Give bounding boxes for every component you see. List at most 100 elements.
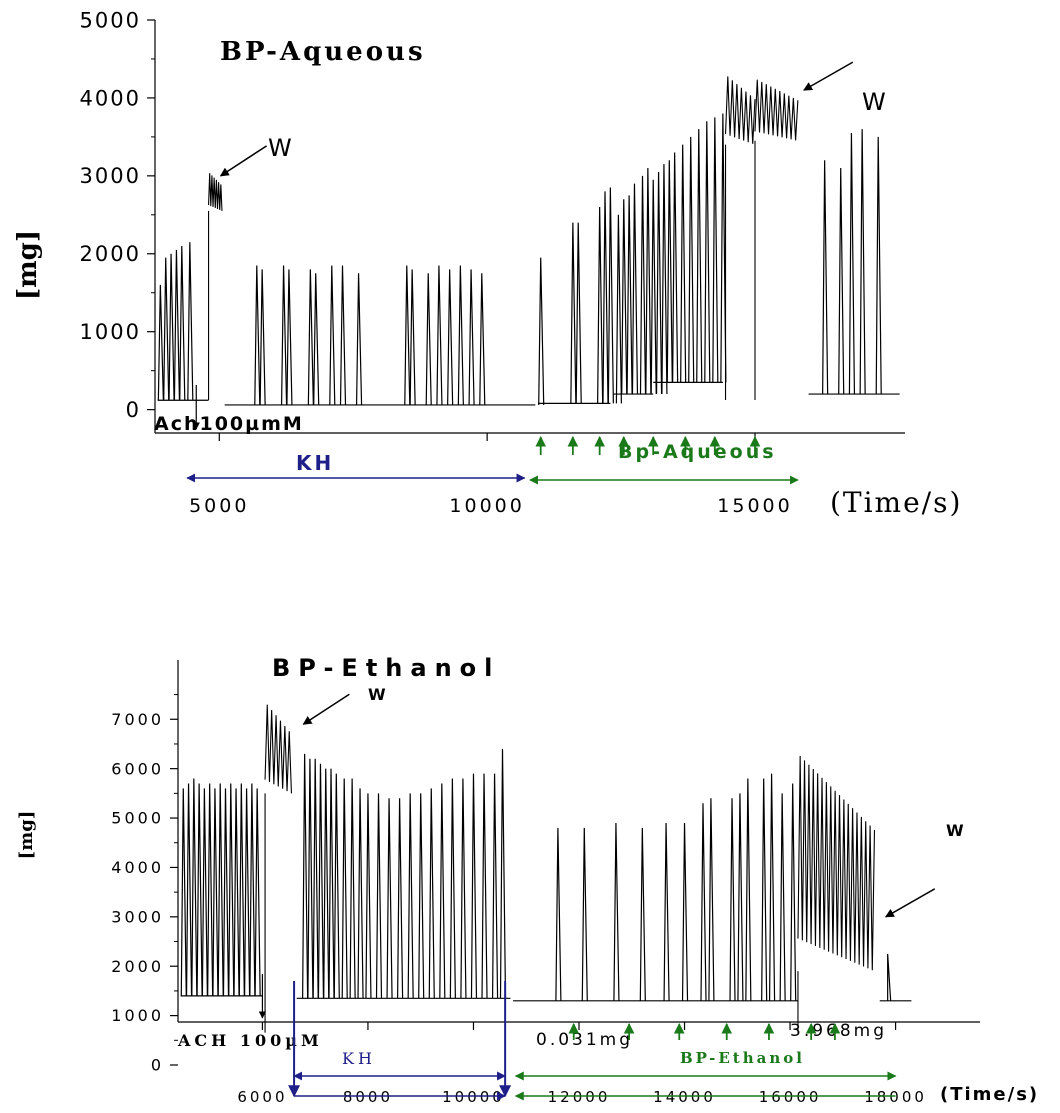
y-tick-label: 4000 xyxy=(111,858,164,877)
y-tick-label: 5000 xyxy=(111,809,164,828)
contraction-spike xyxy=(745,778,752,1001)
contraction-spike xyxy=(428,788,435,999)
contraction-spike xyxy=(663,822,670,1001)
washout-label-2-ethanol: W xyxy=(946,821,964,840)
contraction-spike xyxy=(397,798,404,999)
contraction-spike xyxy=(187,242,194,401)
contraction-spike xyxy=(259,269,266,405)
contraction-spike xyxy=(761,778,768,1001)
contraction-spike xyxy=(737,793,744,1001)
contraction-spike xyxy=(681,822,689,1001)
chart-ethanol: 0 1000 2000 3000 4000 5000 6000 7000 6000 8000 10… xyxy=(16,654,1037,1106)
contraction-spike xyxy=(555,827,562,1001)
contraction-spike xyxy=(645,168,652,395)
contraction-spike xyxy=(173,249,181,401)
y-axis-label-ethanol: [mg] xyxy=(16,811,37,860)
contraction-spike xyxy=(179,245,186,401)
y-tick-labels-ethanol: 0 1000 2000 3000 4000 5000 6000 7000 xyxy=(111,710,164,1075)
contraction-spike xyxy=(168,253,175,401)
dose-low-label-ethanol: 0.031mg xyxy=(536,1030,633,1050)
sustained-contraction xyxy=(724,76,756,400)
chart-aqueous: 0 1000 2000 3000 4000 5000 5000 10000 15000 BP-… xyxy=(13,8,962,519)
contraction-spike xyxy=(328,768,335,999)
contraction-spike xyxy=(704,121,711,383)
contraction-spike xyxy=(201,788,208,996)
contraction-spike xyxy=(302,753,309,999)
y-tick-label: 3000 xyxy=(80,164,141,188)
washout-arrow xyxy=(803,61,854,91)
contraction-spike xyxy=(779,793,786,1001)
contraction-spike xyxy=(365,793,372,999)
contraction-spike xyxy=(581,827,588,1001)
contraction-spike xyxy=(180,788,187,996)
contraction-spike xyxy=(666,160,673,383)
contraction-spike xyxy=(720,113,727,383)
washout-arrow xyxy=(302,693,350,725)
contraction-spike xyxy=(708,798,715,1001)
contraction-spike xyxy=(672,152,679,383)
contraction-spike xyxy=(280,265,288,405)
contraction-spike xyxy=(249,783,256,996)
contraction-spike xyxy=(212,788,219,996)
contraction-spike xyxy=(207,783,214,996)
contraction-spike xyxy=(700,803,707,1001)
contraction-spike xyxy=(613,822,620,1001)
contraction-spike xyxy=(696,129,703,383)
contraction-spike xyxy=(307,758,314,999)
y-axis-label-aqueous: [mg] xyxy=(13,230,43,300)
x-tick-label: 5000 xyxy=(189,495,249,517)
contraction-spike xyxy=(238,783,245,996)
x-tick-label: 10000 xyxy=(449,495,524,517)
x-tick-labels-aqueous: 5000 10000 15000 xyxy=(189,495,790,517)
x-tick-labels-ethanol: 6000 8000 10000 12000 14000 16000 18000 xyxy=(237,1088,924,1106)
contraction-spike xyxy=(887,953,892,1001)
contraction-spike xyxy=(404,265,411,405)
kh-label-aqueous: KH xyxy=(296,451,334,475)
contraction-spike xyxy=(655,171,663,395)
contraction-spike xyxy=(688,136,695,383)
trace-aqueous xyxy=(157,76,900,406)
contraction-spike xyxy=(768,773,776,1001)
contraction-spike xyxy=(790,783,797,1001)
contraction-spike xyxy=(875,136,882,395)
contraction-spike xyxy=(323,768,330,999)
contraction-spike xyxy=(712,117,719,383)
contraction-spike xyxy=(339,265,347,405)
contraction-spike xyxy=(460,778,467,999)
contraction-spike xyxy=(631,183,639,395)
x-axis-label-aqueous: (Time/s) xyxy=(830,486,962,519)
contraction-spike xyxy=(621,199,628,395)
x-tick-label: 10000 xyxy=(442,1088,505,1106)
contraction-spike xyxy=(597,207,604,404)
y-tick-label: 7000 xyxy=(111,710,164,729)
contraction-spike xyxy=(217,783,224,996)
chart-title-aqueous: BP-Aqueous xyxy=(220,37,426,67)
chart-title-ethanol: BP-Ethanol xyxy=(272,654,500,682)
contraction-spike xyxy=(386,798,393,999)
contraction-spike xyxy=(254,788,261,996)
contraction-spike xyxy=(407,793,414,999)
contraction-spike xyxy=(439,783,446,999)
contraction-spike xyxy=(333,773,340,999)
contraction-spike xyxy=(479,273,486,405)
contraction-spike xyxy=(233,788,240,996)
contraction-spike xyxy=(457,265,464,405)
washout-label-2-aqueous: W xyxy=(862,88,886,116)
y-tick-labels-aqueous: 0 1000 2000 3000 4000 5000 xyxy=(80,8,141,422)
axes-ethanol xyxy=(170,660,980,1066)
extract-label-aqueous: Bp-Aqueous xyxy=(618,441,777,463)
kh-label-ethanol: KH xyxy=(342,1049,376,1068)
y-tick-label: 2000 xyxy=(111,957,164,976)
contraction-spike xyxy=(859,129,866,395)
y-tick-label: 6000 xyxy=(111,759,164,778)
contraction-spike xyxy=(254,265,261,405)
x-tick-label: 6000 xyxy=(237,1088,287,1106)
contraction-spike xyxy=(436,265,443,405)
contraction-spike xyxy=(243,788,251,996)
y-tick-label: 5000 xyxy=(80,8,141,32)
sustained-contraction xyxy=(208,173,223,400)
washout-arrow xyxy=(884,888,936,918)
contraction-spike xyxy=(575,222,582,404)
contraction-spike xyxy=(615,214,622,404)
contraction-spike xyxy=(307,269,314,405)
